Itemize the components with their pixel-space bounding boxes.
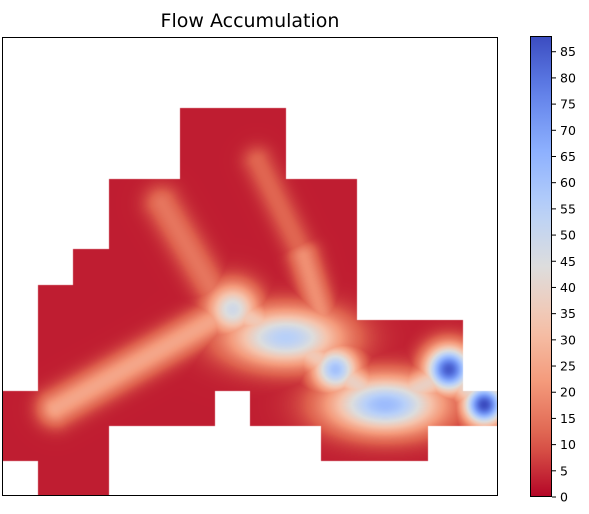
colorbar-tick-label: 10 <box>560 437 576 452</box>
colorbar-ticks: 0 5 10 15 20 25 30 35 40 45 50 55 60 65 70 75 80 85 <box>552 44 576 505</box>
colorbar-tick-label: 20 <box>560 385 576 400</box>
colorbar-tick-label: 85 <box>560 44 576 59</box>
colorbar-tick-label: 15 <box>560 411 576 426</box>
colorbar-tick-label: 60 <box>560 175 576 190</box>
colorbar-tick-label: 40 <box>560 280 576 295</box>
colorbar-frame <box>530 36 552 497</box>
colorbar-tick-label: 70 <box>560 123 576 138</box>
chart-title: Flow Accumulation <box>161 10 340 32</box>
colorbar-tick-label: 30 <box>560 332 576 347</box>
colorbar-gradient <box>530 36 552 497</box>
colorbar-tick-label: 65 <box>560 149 576 164</box>
colorbar-tick-label: 45 <box>560 254 576 269</box>
colorbar-tick-label: 0 <box>560 490 568 505</box>
colorbar-tick-label: 35 <box>560 306 576 321</box>
colorbar: 0 5 10 15 20 25 30 35 40 45 50 55 60 65 70 75 80 85 <box>530 36 576 505</box>
colorbar-tick-label: 75 <box>560 97 576 112</box>
colorbar-tick-label: 25 <box>560 359 576 374</box>
colorbar-tick-label: 80 <box>560 70 576 85</box>
colorbar-tick-label: 5 <box>560 463 568 478</box>
heatmap-plot <box>2 37 498 496</box>
colorbar-tick-label: 50 <box>560 228 576 243</box>
colorbar-tick-label: 55 <box>560 201 576 216</box>
heatmap-image <box>2 37 498 496</box>
plot-frame <box>2 37 498 496</box>
